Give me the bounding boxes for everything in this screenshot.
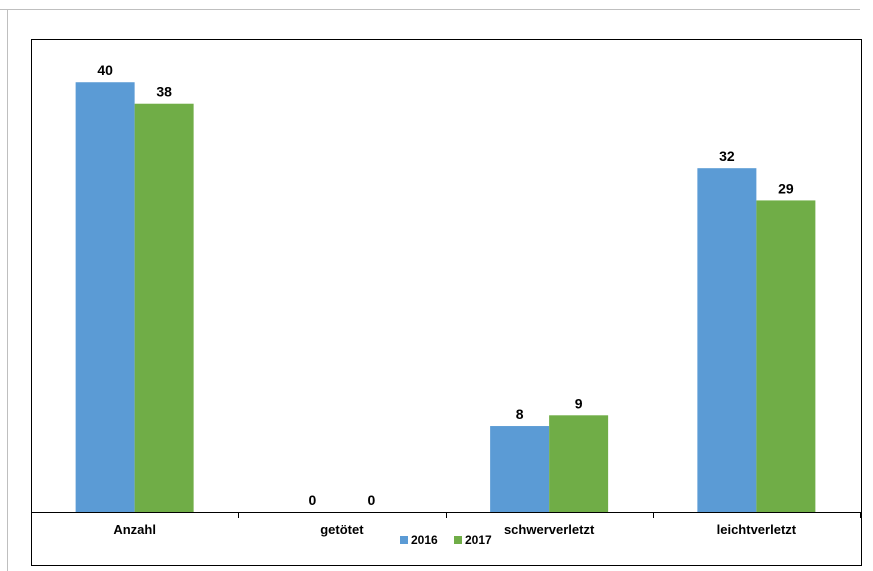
data-label-getötet-2016: 0 <box>308 492 316 508</box>
legend-label-2016: 2016 <box>411 533 438 547</box>
data-label-schwerverletzt-2016: 8 <box>516 406 524 422</box>
data-label-schwerverletzt-2017: 9 <box>575 395 583 411</box>
bar-leichtverletzt-2017 <box>756 200 816 512</box>
legend-label-2017: 2017 <box>465 533 492 547</box>
category-label: schwerverletzt <box>504 522 595 537</box>
bar-schwerverletzt-2017 <box>549 415 609 512</box>
bar-schwerverletzt-2016 <box>490 426 550 512</box>
category-label: getötet <box>320 522 364 537</box>
bar-Anzahl-2017 <box>134 103 194 512</box>
data-label-getötet-2017: 0 <box>367 492 375 508</box>
data-label-Anzahl-2016: 40 <box>97 62 113 78</box>
data-label-Anzahl-2017: 38 <box>156 84 172 100</box>
data-label-leichtverletzt-2017: 29 <box>778 180 794 196</box>
category-label: leichtverletzt <box>717 522 797 537</box>
data-label-leichtverletzt-2016: 32 <box>719 148 735 164</box>
legend-swatch-2017 <box>454 536 462 544</box>
bar-leichtverletzt-2016 <box>697 168 757 513</box>
legend-swatch-2016 <box>400 536 408 544</box>
category-label: Anzahl <box>113 522 156 537</box>
bar-Anzahl-2016 <box>75 82 135 513</box>
